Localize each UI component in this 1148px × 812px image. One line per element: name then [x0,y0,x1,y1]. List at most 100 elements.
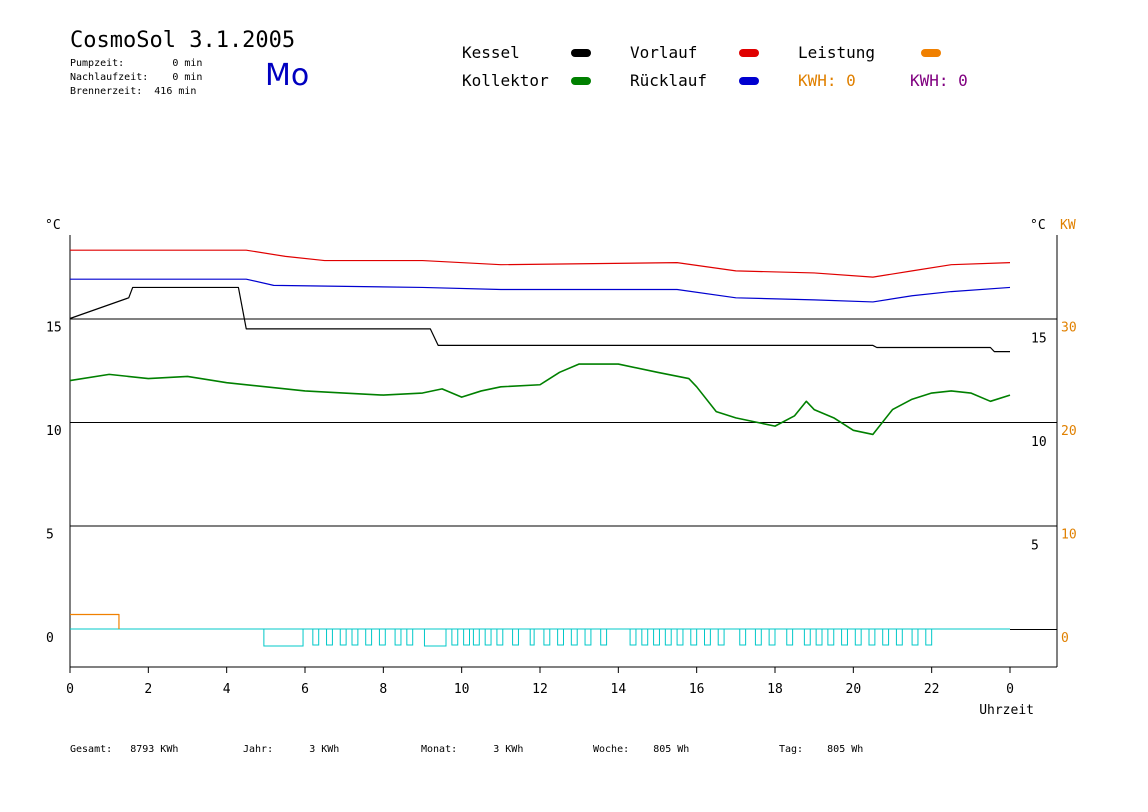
x-axis-label: Uhrzeit [979,703,1034,718]
pump-block [911,628,919,646]
x-tick-label: 12 [532,682,548,697]
y-tick-label-left: 0 [46,631,54,646]
y-axis-label-kw: KW [1060,218,1076,233]
legend-vorlauf-swatch [739,49,759,57]
y-tick-label-kw: 20 [1061,424,1077,439]
pump-block [815,628,823,646]
legend-ruecklauf-swatch [739,77,759,85]
x-tick-label: 20 [846,682,862,697]
pump-block [529,628,535,646]
y-tick-label-kw: 0 [1061,631,1069,646]
pump-block [543,628,551,646]
footer-tag: Tag: 805 Wh [779,744,864,755]
pump-block [472,628,480,646]
pump-block [754,628,762,646]
app-title: CosmoSol 3.1.2005 [70,28,296,53]
x-tick-label: 10 [454,682,470,697]
x-tick-label: 4 [223,682,231,697]
y-tick-label-left: 15 [46,321,62,336]
pump-block [664,628,672,646]
pump-block [263,628,304,647]
legend-vorlauf-label: Vorlauf [630,43,698,62]
pump-block [841,628,848,646]
legend-leistung-label: Leistung [798,43,876,62]
pump-block [827,628,835,646]
pump-block [394,628,402,646]
pump-block [570,628,578,646]
legend-kwh-orange: KWH: 0 [798,71,856,90]
pump-block [868,628,876,646]
pump-block [717,628,725,646]
footer-gesamt: Gesamt: 8793 KWh [70,744,179,755]
pump-block [854,628,862,646]
x-tick-label: 2 [144,682,152,697]
pump-block [365,628,373,646]
pump-block [512,628,519,646]
y-tick-label-right: 5 [1031,539,1039,554]
pump-block [339,628,347,646]
nachlaufzeit-info: Nachlaufzeit: 0 min [70,72,203,83]
pump-block [629,628,637,646]
y-axis-label-left: °C [45,218,61,233]
pump-block [676,628,684,646]
series-line-vorlauf [70,249,1011,278]
legend-kessel-label: Kessel [462,43,520,62]
legend-kollektor-label: Kollektor [462,71,549,90]
y-tick-label-kw: 30 [1061,321,1077,336]
pump-block [378,628,386,646]
x-tick-label: 22 [924,682,940,697]
x-tick-label: 0 [66,682,74,697]
footer-monat: Monat: 3 KWh [421,744,524,755]
pump-block [925,628,933,646]
weekday-label: Mo [265,58,310,93]
legend-kwh-purple: KWH: 0 [910,71,968,90]
pump-block [312,628,320,646]
y-tick-label-right: 15 [1031,332,1047,347]
pumpzeit-info: Pumpzeit: 0 min [70,58,203,69]
pump-block [641,628,649,646]
y-tick-label-kw: 10 [1061,528,1077,543]
series-line-kessel [69,286,1010,353]
x-tick-label: 0 [1006,682,1014,697]
pump-block [600,628,608,646]
pump-block [496,628,504,646]
pump-block [704,628,711,646]
pump-block [351,628,359,646]
pump-block [451,628,459,646]
pump-block [484,628,492,646]
pump-block [690,628,698,646]
pump-block [584,628,592,646]
y-tick-label-left: 10 [46,424,62,439]
series-line-ruecklauf [70,278,1011,303]
y-tick-label-right: 10 [1031,435,1047,450]
y-axis-label-right: °C [1030,218,1046,233]
pump-block [895,628,903,646]
pump-block [768,628,776,646]
y-tick-label-left: 5 [46,528,54,543]
pump-block [463,628,470,646]
legend-kessel-swatch [571,49,591,57]
series-line-kollektor [69,363,1011,436]
pump-block [423,628,447,647]
legend-ruecklauf-label: Rücklauf [630,71,708,90]
pump-block [739,628,747,646]
pump-block [786,628,794,646]
pump-block [653,628,660,646]
legend-leistung-swatch [921,49,941,57]
x-tick-label: 18 [767,682,783,697]
pump-block [326,628,333,646]
pump-block [406,628,414,646]
pump-block [803,628,811,646]
series-line-leistung [70,613,120,629]
x-tick-label: 16 [689,682,705,697]
pump-block [882,628,890,646]
x-tick-label: 8 [379,682,387,697]
x-tick-label: 14 [611,682,627,697]
x-tick-label: 6 [301,682,309,697]
brennerzeit-info: Brennerzeit: 416 min [70,86,197,97]
legend-kollektor-swatch [571,77,591,85]
pump-block [557,628,564,646]
footer-woche: Woche: 805 Wh [593,744,690,755]
footer-jahr: Jahr: 3 KWh [243,744,340,755]
